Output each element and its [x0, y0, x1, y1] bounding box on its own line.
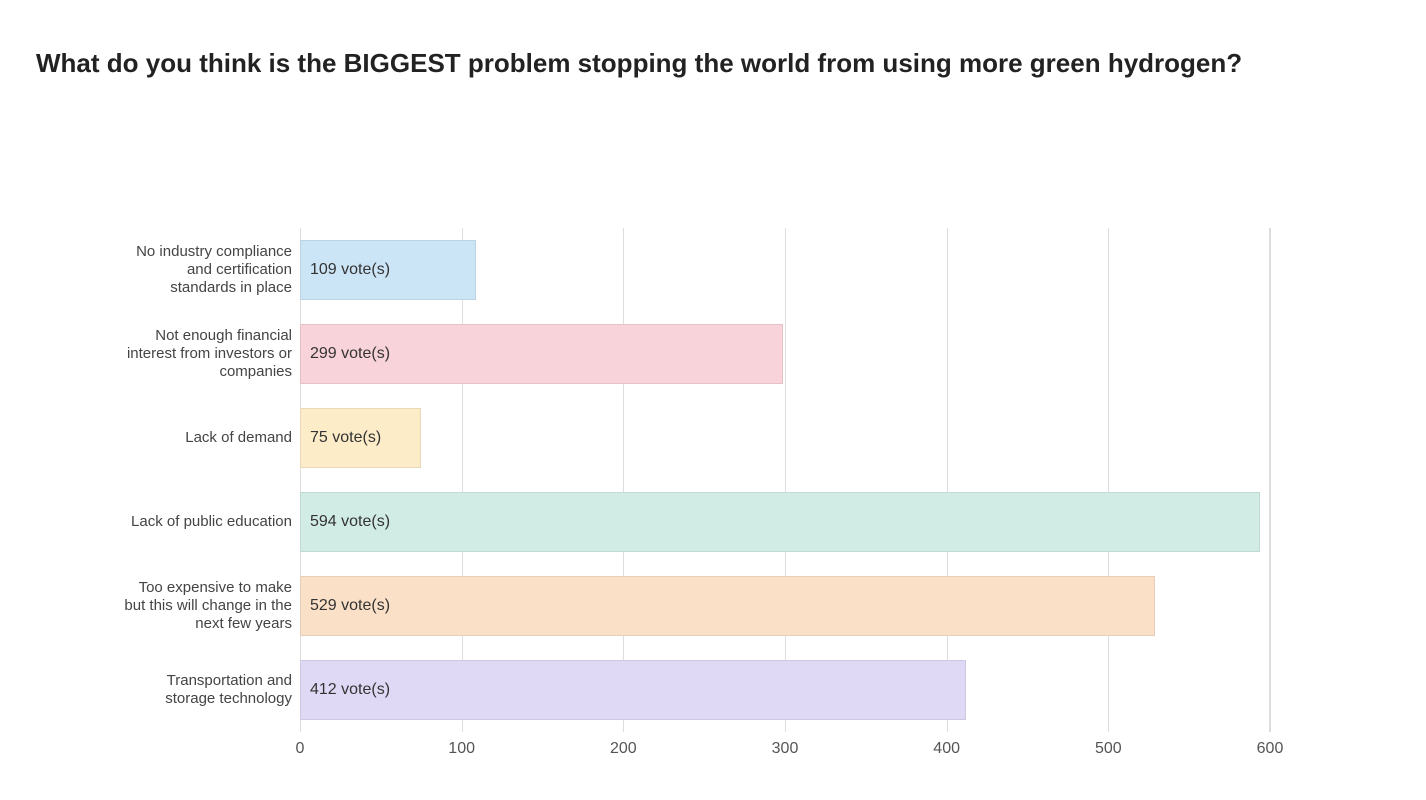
x-tick-label: 300 [772, 740, 799, 758]
category-label: Lack of public education [122, 513, 292, 531]
bar-row: Lack of demand75 vote(s) [300, 396, 1269, 480]
category-label: No industry compliance and certification… [122, 243, 292, 297]
category-label: Transportation and storage technology [122, 672, 292, 708]
bar-value-label: 75 vote(s) [310, 429, 381, 447]
category-label: Lack of demand [122, 429, 292, 447]
x-tick-label: 600 [1257, 740, 1284, 758]
bar-row: No industry compliance and certification… [300, 228, 1269, 312]
bar-row: Transportation and storage technology412… [300, 648, 1269, 732]
category-label: Not enough financial interest from inves… [122, 327, 292, 381]
x-tick-label: 200 [610, 740, 637, 758]
bar-row: Not enough financial interest from inves… [300, 312, 1269, 396]
chart-plot: 0100200300400500600No industry complianc… [300, 228, 1270, 732]
bar [300, 660, 966, 720]
bar-value-label: 529 vote(s) [310, 597, 390, 615]
chart-container: What do you think is the BIGGEST problem… [0, 0, 1426, 800]
chart-plot-area: 0100200300400500600No industry complianc… [300, 228, 1270, 732]
gridline [1270, 228, 1271, 732]
x-tick-label: 0 [296, 740, 305, 758]
bar [300, 492, 1260, 552]
x-tick-label: 500 [1095, 740, 1122, 758]
category-label: Too expensive to make but this will chan… [122, 579, 292, 633]
x-tick-label: 100 [448, 740, 475, 758]
bar-value-label: 412 vote(s) [310, 681, 390, 699]
bar-value-label: 109 vote(s) [310, 261, 390, 279]
chart-title: What do you think is the BIGGEST problem… [36, 48, 1242, 79]
bar [300, 576, 1155, 636]
bar-value-label: 594 vote(s) [310, 513, 390, 531]
bar-row: Too expensive to make but this will chan… [300, 564, 1269, 648]
x-tick-label: 400 [933, 740, 960, 758]
bar-row: Lack of public education594 vote(s) [300, 480, 1269, 564]
bar-value-label: 299 vote(s) [310, 345, 390, 363]
